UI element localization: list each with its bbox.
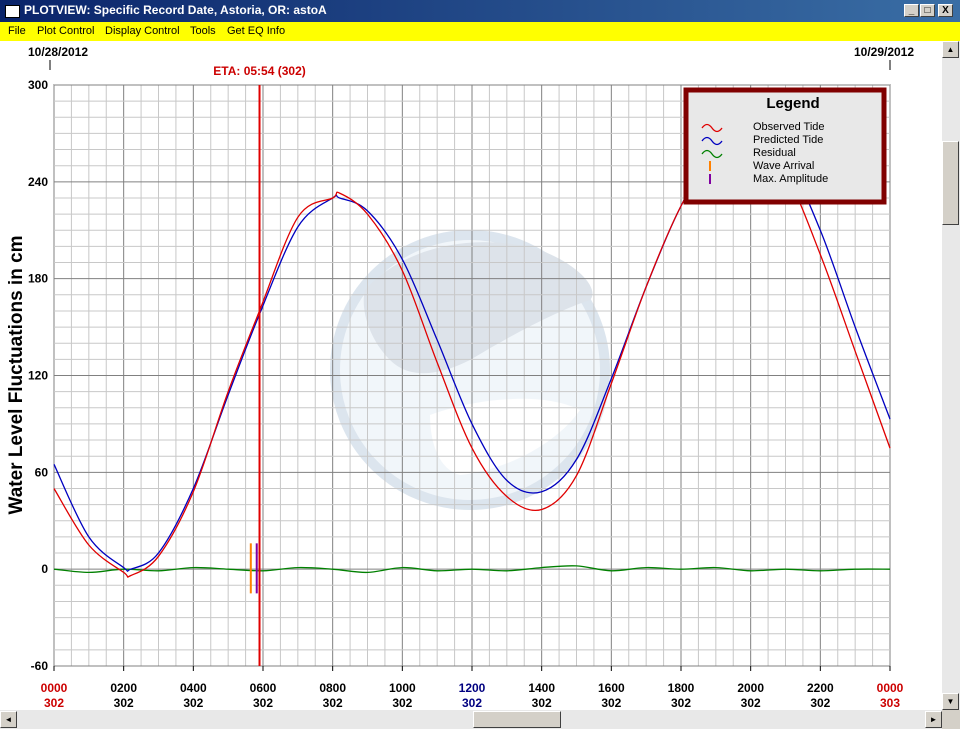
x-tick-time-label: 2200	[807, 681, 834, 695]
legend-entry-observed-tide: Observed Tide	[753, 121, 825, 133]
x-tick-time-label: 1600	[598, 681, 625, 695]
y-tick-label: 240	[28, 175, 48, 189]
plot-area: -60 0 60 120 180 240 300 0000 302 0200 302 0400 302…	[0, 41, 942, 710]
scroll-up-button[interactable]: ▲	[942, 41, 959, 58]
x-tick-day-label: 302	[323, 696, 343, 710]
x-tick-time-label: 0600	[250, 681, 277, 695]
menu-display-control[interactable]: Display Control	[105, 25, 180, 37]
x-tick-day-label: 302	[114, 696, 134, 710]
x-tick-day-label: 302	[810, 696, 830, 710]
x-tick-time-label: 1800	[668, 681, 695, 695]
x-tick-day-label: 302	[392, 696, 412, 710]
legend-entry-wave-arrival: Wave Arrival	[753, 160, 814, 172]
legend-swatch-predicted-tide	[701, 136, 723, 146]
x-axis-ticks: 0000302020030204003020600302080030210003…	[41, 666, 904, 710]
legend-swatch-observed-tide	[701, 123, 723, 133]
x-tick-day-label: 302	[741, 696, 761, 710]
legend-swatch-residual	[701, 149, 723, 159]
x-tick-time-label: 0000	[877, 681, 904, 695]
eta-label: ETA: 05:54 (302)	[213, 64, 305, 78]
vertical-scroll-thumb[interactable]	[942, 141, 959, 225]
y-tick-label: -60	[31, 659, 49, 673]
legend-frame	[683, 87, 887, 205]
title-bar: PLOTVIEW: Specific Record Date, Astoria,…	[0, 0, 960, 22]
y-axis-ticks: -60 0 60 120 180 240 300	[28, 78, 48, 673]
series-residual-line	[53, 565, 891, 574]
scroll-down-button[interactable]: ▼	[942, 693, 959, 710]
x-tick-day-label: 302	[44, 696, 64, 710]
scrollbar-corner	[942, 710, 960, 729]
event-markers	[249, 543, 258, 594]
x-tick-day-label: 302	[671, 696, 691, 710]
date-end-label: 10/29/2012	[854, 45, 914, 59]
window-title: PLOTVIEW: Specific Record Date, Astoria,…	[24, 3, 327, 17]
x-tick-time-label: 2000	[737, 681, 764, 695]
x-tick-time-label: 1000	[389, 681, 416, 695]
scroll-right-button[interactable]: ►	[925, 711, 942, 728]
x-tick-time-label: 1200	[459, 681, 486, 695]
x-tick-day-label: 302	[253, 696, 273, 710]
horizontal-scrollbar[interactable]: ◄ ►	[0, 710, 942, 729]
vertical-scrollbar[interactable]: ▲ ▼	[942, 41, 960, 710]
x-tick-time-label: 0200	[110, 681, 137, 695]
x-tick-time-label: 0400	[180, 681, 207, 695]
x-tick-time-label: 0800	[319, 681, 346, 695]
x-tick-day-label: 302	[183, 696, 203, 710]
legend-entry-residual: Residual	[753, 147, 796, 159]
x-tick-day-label: 303	[880, 696, 900, 710]
y-tick-label: 120	[28, 369, 48, 383]
app-window-icon[interactable]	[5, 5, 20, 18]
legend-entry-predicted-tide: Predicted Tide	[753, 134, 823, 146]
date-start-label: 10/28/2012	[28, 45, 88, 59]
menu-tools[interactable]: Tools	[190, 25, 216, 37]
grid-lines	[53, 84, 891, 667]
horizontal-scroll-thumb[interactable]	[473, 711, 561, 728]
y-tick-label: 300	[28, 78, 48, 92]
x-tick-time-label: 0000	[41, 681, 68, 695]
legend-entry-max-amplitude: Max. Amplitude	[753, 173, 828, 185]
y-tick-label: 0	[41, 562, 48, 576]
y-tick-label: 180	[28, 272, 48, 286]
scroll-left-button[interactable]: ◄	[0, 711, 17, 728]
menu-file[interactable]: File	[8, 25, 26, 37]
x-tick-day-label: 302	[532, 696, 552, 710]
x-tick-day-label: 302	[601, 696, 621, 710]
y-tick-label: 60	[35, 465, 49, 479]
menu-bar: File Plot Control Display Control Tools …	[0, 22, 960, 41]
maximize-button[interactable]: □	[920, 4, 935, 17]
legend-title: Legend	[766, 95, 819, 112]
close-button[interactable]: X	[938, 4, 953, 17]
x-tick-time-label: 1400	[528, 681, 555, 695]
noaa-watermark-logo	[330, 230, 610, 510]
menu-get-eq-info[interactable]: Get EQ Info	[227, 25, 286, 37]
y-axis-label: Water Level Fluctuations in cm	[6, 235, 27, 514]
menu-plot-control[interactable]: Plot Control	[37, 25, 95, 37]
x-tick-day-label: 302	[462, 696, 482, 710]
minimize-button[interactable]: _	[904, 4, 919, 17]
